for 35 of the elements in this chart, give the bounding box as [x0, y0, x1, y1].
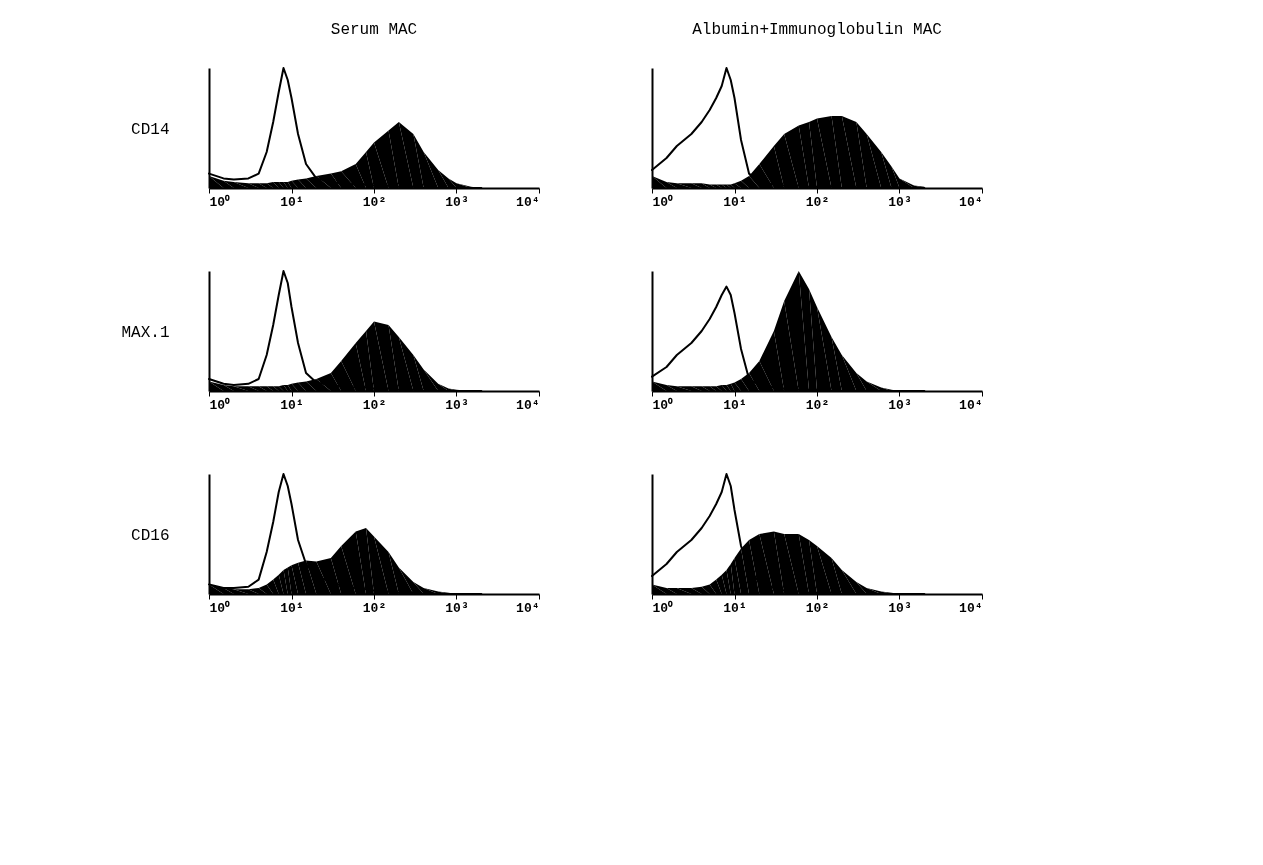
x-tick-label: 10³ — [445, 600, 469, 616]
x-tick-label: 10⁴ — [959, 397, 983, 413]
x-tick-label: 10¹ — [280, 194, 304, 210]
y-axis-title: MAX.1 — [121, 323, 170, 342]
x-tick-label: 10⁴ — [516, 397, 540, 413]
x-tick-label: 10² — [362, 397, 387, 413]
x-tick-label: 10¹ — [723, 194, 747, 210]
x-tick-label: 10⁰ — [209, 396, 231, 413]
x-tick-label: 10³ — [445, 397, 469, 413]
x-tick-label: 10¹ — [723, 397, 747, 413]
x-tick-label: 10⁰ — [652, 599, 674, 616]
x-tick-label: 10¹ — [280, 397, 304, 413]
x-tick-label: 10³ — [445, 194, 469, 210]
x-tick-label: 10³ — [888, 194, 912, 210]
x-tick-label: 10⁴ — [516, 600, 540, 616]
x-tick-label: 10² — [362, 600, 387, 616]
x-tick-label: 10⁴ — [959, 600, 983, 616]
x-tick-label: 10² — [805, 194, 830, 210]
x-tick-label: 10⁴ — [959, 194, 983, 210]
x-tick-label: 10² — [805, 600, 830, 616]
x-tick-label: 10³ — [888, 397, 912, 413]
x-tick-label: 10⁰ — [652, 396, 674, 413]
x-tick-label: 10⁴ — [516, 194, 540, 210]
x-tick-label: 10² — [362, 194, 387, 210]
y-axis-title: CD16 — [131, 526, 170, 545]
x-tick-label: 10⁰ — [209, 193, 231, 210]
x-tick-label: 10³ — [888, 600, 912, 616]
x-tick-label: 10⁰ — [209, 599, 231, 616]
x-tick-label: 10¹ — [723, 600, 747, 616]
x-tick-label: 10⁰ — [652, 193, 674, 210]
chart-title: Serum MAC — [330, 21, 418, 39]
chart-title: Albumin+Immunoglobulin MAC — [692, 21, 942, 39]
x-tick-label: 10² — [805, 397, 830, 413]
x-tick-label: 10¹ — [280, 600, 304, 616]
y-axis-title: CD14 — [131, 120, 170, 139]
